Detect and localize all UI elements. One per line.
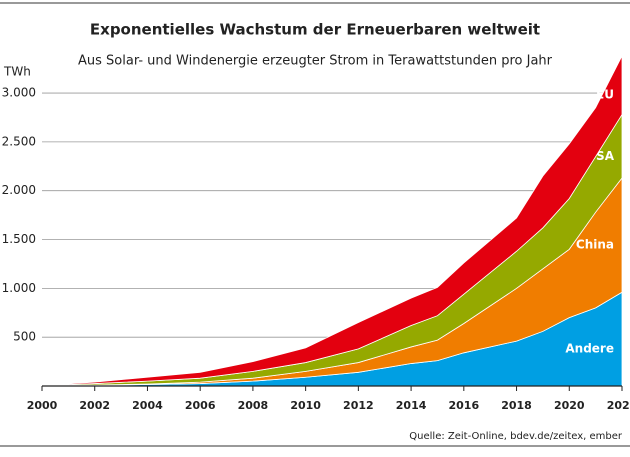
x-tick-label: 2000 [27,399,58,412]
y-tick-label: 1.000 [2,281,36,295]
y-tick-label: 500 [13,330,36,344]
series-label: Andere [565,342,614,356]
source: Quelle: Zeit-Online, bdev.de/zeitex, emb… [409,431,623,442]
x-tick-label: 2020 [554,399,585,412]
chart-title: Exponentielles Wachstum der Erneuerbaren… [90,21,540,39]
series-label: China [576,238,614,252]
y-tick-label: 2.500 [2,134,36,148]
x-tick-label: 2016 [449,399,480,412]
x-tick-label: 2014 [396,399,427,412]
x-tick-label: 2002 [79,399,110,412]
y-tick-label: 1.500 [2,232,36,246]
y-tick-label: 2.000 [2,183,36,197]
x-tick-label: 2004 [132,399,163,412]
x-tick-label: 2022 [607,399,630,412]
series-label: EU [596,88,614,102]
x-tick-label: 2006 [185,399,216,412]
x-tick-label: 2018 [501,399,532,412]
area [41,55,623,387]
y-tick-label: 3.000 [2,86,36,100]
x-tick-label: 2010 [290,399,321,412]
x-tick-label: 2008 [238,399,269,412]
x-tick-label: 2012 [343,399,374,412]
chart-subtitle: Aus Solar- und Windenergie erzeugter Str… [78,54,553,69]
y-unit: TWh [3,65,31,79]
